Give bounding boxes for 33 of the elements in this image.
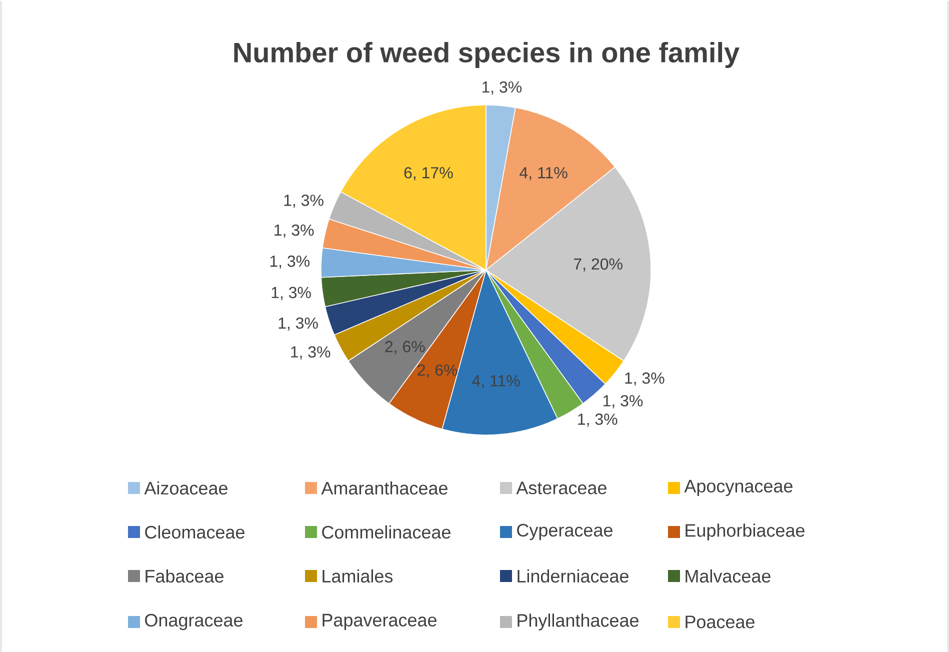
legend-label: Euphorbiaceae (686, 523, 804, 540)
data-label: 2, 6% (385, 340, 425, 354)
legend-label: Asteraceae (516, 482, 606, 494)
legend-label: Fabaceae (146, 569, 224, 582)
chart-title: Number of weed species in one family (234, 42, 740, 68)
data-label: 1, 3% (625, 372, 664, 386)
data-label: 1, 3% (482, 81, 522, 94)
legend-label: Poaceae (686, 616, 754, 628)
data-label: 1, 3% (291, 346, 330, 360)
legend-label: Malvaceae (686, 569, 770, 582)
data-label: 1, 3% (578, 413, 618, 427)
data-label: 6, 17% (404, 166, 453, 180)
data-label: 1, 3% (272, 286, 311, 300)
data-label: 1, 3% (278, 317, 318, 330)
legend-label: Apocynaceae (684, 480, 792, 496)
legend-label: Lamiales (322, 569, 393, 582)
legend-label: Amaranthaceae (321, 481, 448, 494)
data-label: 7, 20% (574, 258, 622, 272)
legend-label: Cyperaceae (517, 524, 612, 540)
data-label: 1, 3% (284, 194, 324, 208)
legend-label: Papaveraceae (322, 614, 436, 630)
data-label: 4, 11% (472, 374, 520, 388)
data-label: 2, 6% (418, 364, 458, 378)
legend-label: Aizoaceae (144, 481, 228, 494)
legend-label: Onagraceae (145, 614, 242, 630)
data-label: 1, 3% (274, 224, 314, 238)
data-label: 1, 3% (270, 255, 310, 269)
legend-label: Linderniaceae (518, 569, 628, 582)
legend-label: Cleomaceae (145, 525, 244, 538)
data-label: 1, 3% (604, 394, 643, 408)
legend-label: Phyllanthaceae (518, 613, 638, 630)
data-label: 4, 11% (520, 166, 568, 180)
legend-label: Commelinaceae (322, 525, 450, 538)
